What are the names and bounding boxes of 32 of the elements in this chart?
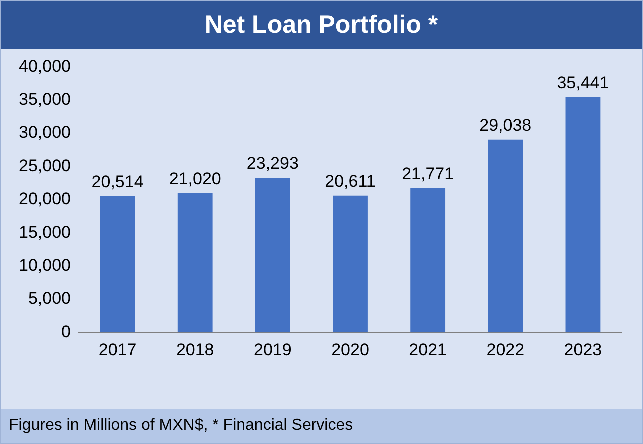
y-tick-label: 20,000 bbox=[18, 190, 71, 209]
data-label: 20,611 bbox=[325, 172, 376, 192]
data-label: 20,514 bbox=[92, 172, 144, 192]
y-tick-label: 40,000 bbox=[18, 56, 71, 76]
y-tick-label: 30,000 bbox=[18, 123, 71, 142]
bar bbox=[566, 97, 601, 333]
x-tick-label: 2021 bbox=[409, 340, 447, 360]
bar bbox=[255, 178, 290, 333]
x-tick-label: 2020 bbox=[332, 340, 370, 360]
bar bbox=[410, 188, 446, 333]
bar bbox=[178, 193, 213, 333]
y-tick-label: 25,000 bbox=[18, 156, 71, 176]
data-label: 29,038 bbox=[480, 116, 532, 136]
y-tick-label: 35,000 bbox=[18, 90, 71, 110]
y-tick-label: 10,000 bbox=[18, 256, 71, 275]
chart-title: Net Loan Portfolio * bbox=[1, 1, 642, 49]
data-label: 35,441 bbox=[557, 74, 610, 93]
y-tick-label: 15,000 bbox=[18, 222, 71, 242]
y-tick-label: 5,000 bbox=[28, 289, 71, 308]
text: Figures in Millions of MXN$, * Financial Services bbox=[1, 409, 642, 443]
x-tick-label: 2022 bbox=[486, 340, 525, 360]
x-tick-label: 2017 bbox=[98, 340, 137, 360]
x-tick-label: 2019 bbox=[254, 340, 292, 360]
x-tick-label: 2018 bbox=[176, 340, 214, 360]
x-tick-label: 2023 bbox=[564, 340, 602, 360]
bar bbox=[488, 140, 524, 333]
data-label: 21,771 bbox=[402, 164, 454, 184]
bar bbox=[100, 196, 136, 333]
data-label: 23,293 bbox=[246, 154, 299, 174]
data-label: 21,020 bbox=[169, 169, 222, 188]
bar bbox=[333, 196, 368, 333]
y-tick-label: 0 bbox=[62, 322, 71, 342]
